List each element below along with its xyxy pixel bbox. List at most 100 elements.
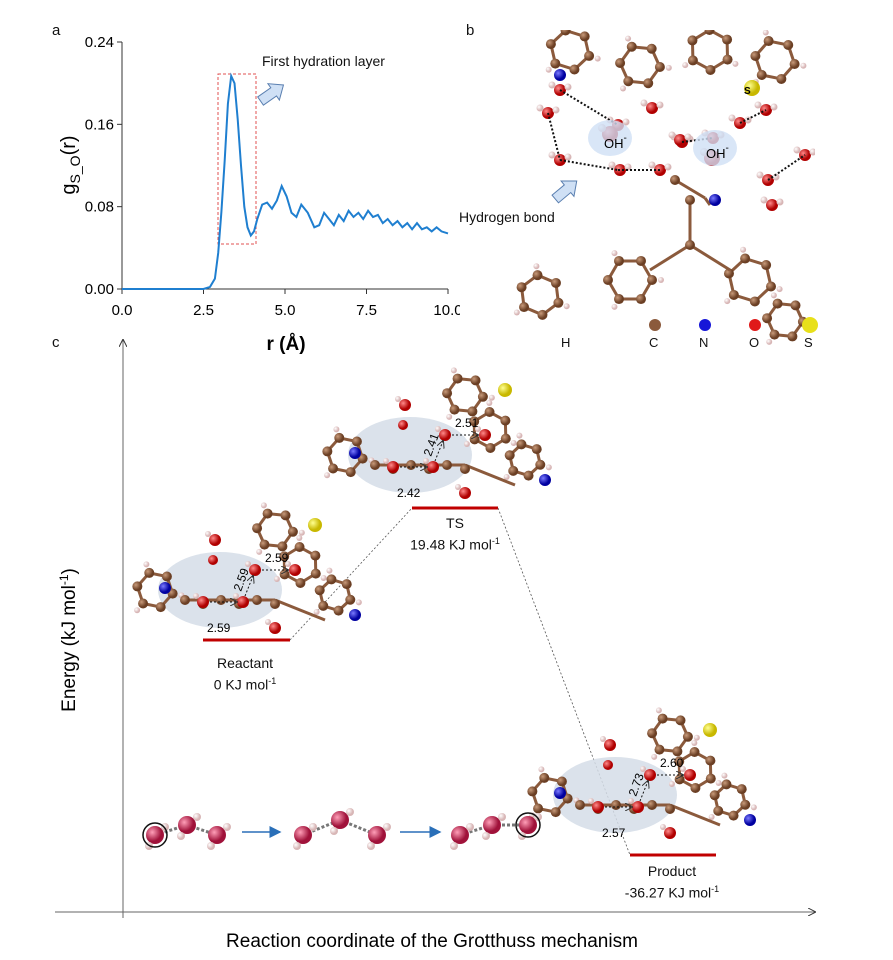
legend-dot-S [802, 317, 818, 333]
polymer-water-model [513, 30, 815, 345]
atom-C [636, 294, 646, 305]
atom-N [554, 787, 566, 799]
atom-C [705, 773, 716, 784]
atom-C [270, 599, 280, 609]
atom-O [646, 102, 658, 114]
atom-C [646, 43, 657, 54]
atom-H [488, 394, 495, 401]
atom-H [223, 823, 231, 831]
atom-C [216, 595, 226, 605]
atom-C [657, 713, 668, 724]
atom-C [614, 294, 624, 305]
atom-C [449, 404, 460, 415]
atom-H [320, 574, 327, 581]
atom-C [516, 439, 527, 450]
atom-H [193, 813, 201, 821]
oh-label-1: OH- [604, 133, 627, 151]
atom-C [689, 747, 700, 758]
atom-C [740, 253, 751, 264]
atom-C [252, 523, 263, 534]
distance-label: 2.51 [455, 416, 479, 430]
hydration-structure-image: OH- OH- S [513, 30, 815, 345]
atom-C [310, 550, 321, 561]
legend-label-H: H [561, 335, 571, 350]
s-atom-label: S [744, 86, 751, 97]
atom-O [459, 487, 471, 499]
atom-C [685, 240, 695, 250]
atom-C [647, 800, 657, 810]
rdf-y-tick: 0.16 [85, 116, 114, 133]
panel-b-letter: b [466, 22, 475, 39]
atom-W [519, 816, 537, 834]
atom-H [545, 464, 552, 471]
atom-C [406, 460, 416, 470]
atom-H [548, 151, 556, 159]
atom-C [155, 602, 166, 613]
atom-C [723, 268, 734, 279]
atom-C [460, 464, 470, 474]
atom-O [289, 564, 301, 576]
atom-C [750, 51, 761, 62]
atom-C [611, 800, 621, 810]
atom-C [535, 459, 546, 470]
atom-O [387, 461, 399, 473]
atom-H [809, 148, 815, 156]
atom-C [279, 551, 290, 562]
atom-C [584, 50, 595, 61]
atom-C [575, 800, 585, 810]
atom-S [744, 80, 760, 96]
atom-H [313, 608, 320, 615]
atom-C [138, 598, 149, 609]
atom-H [486, 400, 493, 407]
ts-name: TS [446, 515, 464, 531]
panel-a-letter: a [52, 22, 61, 39]
atom-C [704, 30, 715, 36]
atom-C [545, 39, 556, 50]
atom-O [766, 199, 778, 211]
atom-H [766, 338, 773, 345]
product-structure: 2.602.732.57 [527, 707, 757, 840]
atom-C [295, 577, 306, 588]
atom-C [161, 571, 172, 582]
atom-O [427, 461, 439, 473]
atom-H [207, 842, 215, 850]
atom-C [259, 539, 270, 550]
reactant-label: Reactant 0 KJ mol-1 [190, 654, 300, 694]
atom-H [545, 66, 552, 73]
atom-C [761, 260, 772, 271]
atom-C [789, 58, 800, 69]
atom-C [537, 309, 548, 320]
atom-H [466, 823, 474, 831]
rdf-x-tick: 5.0 [275, 302, 296, 319]
rdf-x-tick: 7.5 [356, 302, 377, 319]
atom-C [539, 772, 550, 783]
atom-C [523, 470, 534, 481]
atom-C [550, 277, 561, 288]
atom-C [144, 567, 155, 578]
atom-H [708, 813, 715, 820]
legend-dot-C [649, 319, 661, 331]
rdf-x-tick: 10.0 [433, 302, 460, 319]
atom-H [536, 104, 544, 112]
atom-H [756, 171, 764, 179]
atom-C [790, 300, 801, 311]
atom-W [368, 826, 386, 844]
atom-W [331, 811, 349, 829]
atom-O [632, 801, 644, 813]
atom-C [294, 542, 305, 553]
atom-H [273, 576, 280, 583]
atom-H [611, 250, 618, 257]
atom-H [423, 458, 429, 464]
hydrogen-bond [739, 109, 767, 124]
reaction-axis-label: Reaction coordinate of the Grotthuss mec… [226, 931, 638, 952]
atom-H [326, 567, 333, 574]
atom-C [675, 715, 686, 726]
atom-H [600, 736, 606, 742]
atom-H [538, 766, 545, 773]
rdf-y-tick: 0.00 [85, 281, 114, 298]
atom-C [560, 30, 571, 36]
atom-C [556, 776, 567, 787]
atom-C [500, 415, 511, 426]
atom-O [674, 134, 686, 146]
reactant-ts-connector [289, 507, 413, 641]
